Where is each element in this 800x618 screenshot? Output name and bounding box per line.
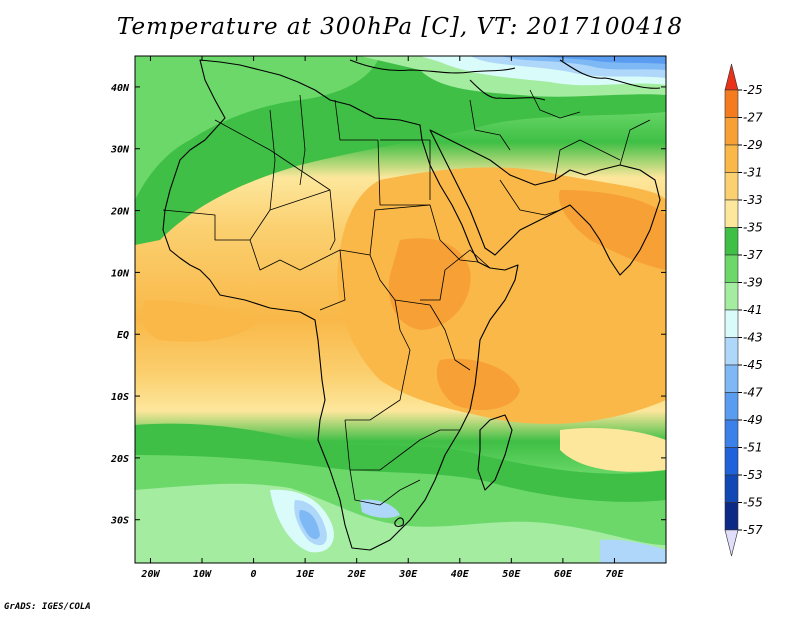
coastlines <box>162 59 661 551</box>
x-tick-label: 50E <box>502 569 521 580</box>
temperature-field <box>135 56 666 563</box>
chart-title: Temperature at 300hPa [C], VT: 201710041… <box>116 14 684 40</box>
y-tick-label: 40N <box>111 83 130 94</box>
colorbar-swatch <box>724 89 739 118</box>
colorbar-label: -51 <box>743 441 763 455</box>
x-tick-label: 40E <box>451 569 470 580</box>
colorbar-swatch <box>724 199 739 228</box>
y-tick-label: 30N <box>110 145 130 156</box>
colorbar-label: -35 <box>743 221 763 235</box>
colorbar-swatch <box>724 254 739 283</box>
colorbar-label: -29 <box>743 138 763 152</box>
colorbar-swatch <box>724 447 739 476</box>
colorbar-swatch <box>724 502 739 531</box>
colorbar-swatch <box>724 227 739 256</box>
colorbar-label: -45 <box>743 358 763 372</box>
x-tick-label: 60E <box>554 569 573 580</box>
colorbar-label: -47 <box>743 386 763 400</box>
colorbar-swatch <box>724 474 739 503</box>
colorbar-label: -27 <box>743 111 763 125</box>
colorbar-swatch <box>724 309 739 338</box>
colorbar-swatch <box>724 337 739 366</box>
colorbar-label: -49 <box>743 413 763 427</box>
colorbar-bottom-arrow <box>724 529 739 557</box>
colorbar-swatch <box>724 117 739 146</box>
x-tick-label: 10W <box>193 569 212 580</box>
x-tick-label: 20W <box>140 569 160 580</box>
y-tick-label: 20S <box>110 454 129 465</box>
colorbar-swatch <box>724 364 739 393</box>
colorbar-swatch <box>724 172 739 201</box>
colorbar-swatch <box>724 282 739 311</box>
country-borders <box>162 89 651 506</box>
colorbar-label: -57 <box>743 523 763 537</box>
y-tick-label: 10N <box>111 268 130 279</box>
axis-ticks: 20W 10W 0 10E 20E 30E 40E 50E 60E 70E 40N 30N 20N 10N… <box>110 56 666 580</box>
y-tick-label: 30S <box>110 516 129 527</box>
colorbar-swatch <box>724 392 739 421</box>
x-tick-label: 20E <box>347 569 367 580</box>
colorbar-swatch <box>724 419 739 448</box>
colorbar-label: -53 <box>743 468 763 482</box>
colorbar-label: -31 <box>743 166 763 180</box>
colorbar-label: -41 <box>743 303 763 317</box>
y-tick-label: 20N <box>110 207 130 218</box>
colorbar-label: -55 <box>743 496 763 510</box>
colorbar-label: -39 <box>743 276 763 290</box>
x-tick-label: 70E <box>605 569 624 580</box>
colorbar-label: -43 <box>743 331 763 345</box>
plot-frame <box>134 55 667 564</box>
colorbar-label: -37 <box>743 248 763 262</box>
colorbar-top-arrow <box>724 63 739 91</box>
credit-text: GrADS: IGES/COLA <box>4 602 91 612</box>
colorbar: -25 -27 -29 -31 -33 -35 -37 -39 -41 -43 -45 -47 -49 -… <box>724 63 763 557</box>
colorbar-swatch <box>724 144 739 173</box>
colorbar-label: -25 <box>743 83 763 97</box>
y-tick-label: EQ <box>117 330 129 341</box>
x-tick-label: 0 <box>251 569 257 580</box>
colorbar-label: -33 <box>743 193 763 207</box>
x-tick-label: 10E <box>296 569 315 580</box>
x-tick-label: 30E <box>398 569 418 580</box>
y-tick-label: 10S <box>111 392 129 403</box>
